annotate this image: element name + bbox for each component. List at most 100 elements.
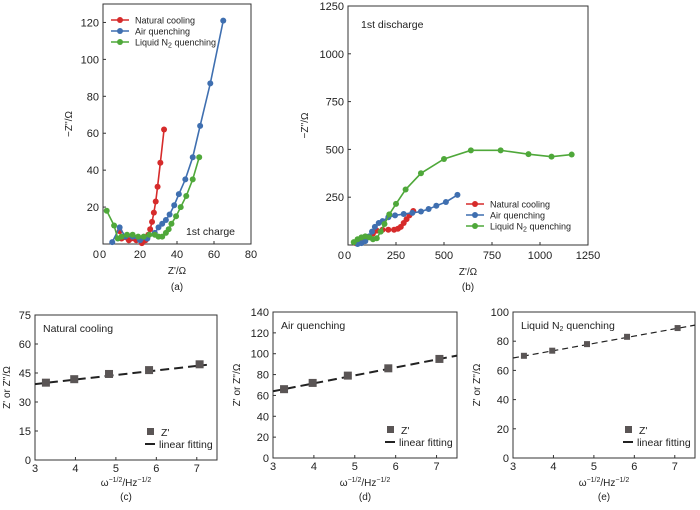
y-tick-label: 1250 — [320, 1, 344, 13]
legend-label: Air quenching — [135, 27, 190, 37]
data-point — [525, 151, 532, 158]
data-point — [196, 154, 203, 161]
data-point — [175, 191, 182, 198]
panel-title: Liquid N2 quenching — [521, 320, 615, 333]
data-point — [177, 204, 184, 211]
y-tick-label: 100 — [81, 54, 99, 66]
fit-line — [34, 363, 208, 386]
data-point — [381, 220, 388, 227]
y-tick-label: 60 — [19, 339, 31, 351]
data-point — [109, 239, 116, 246]
data-point — [189, 176, 196, 183]
panel-title: Natural cooling — [43, 323, 113, 335]
x-axis-title: ω−1/2/Hz−1/2 — [340, 477, 391, 489]
data-point — [373, 235, 380, 242]
data-point — [377, 228, 384, 235]
data-point — [386, 211, 393, 218]
data-point — [197, 122, 204, 129]
data-point — [183, 193, 190, 199]
data-point — [41, 378, 50, 387]
legend: Z'linear fitting — [385, 425, 453, 449]
data-point — [207, 80, 214, 87]
data-point — [402, 186, 409, 193]
x-tick-label: 7 — [672, 461, 678, 473]
x-tick-label: 3 — [510, 461, 516, 473]
legend-marker — [117, 39, 123, 45]
legend-label: linear fitting — [637, 437, 691, 449]
x-tick-label: 0 — [345, 250, 351, 262]
legend-label: Natural cooling — [490, 200, 550, 210]
legend-label: linear fitting — [399, 437, 453, 449]
legend-marker — [472, 201, 478, 207]
data-point — [393, 200, 399, 207]
y-tick-label: 30 — [19, 397, 31, 409]
y-tick-label: 80 — [497, 336, 509, 348]
y-tick-label: 60 — [257, 390, 269, 402]
y-tick-label: 100 — [251, 349, 269, 361]
data-point — [173, 213, 180, 220]
x-tick-label: 0 — [100, 249, 106, 261]
data-point — [548, 153, 555, 160]
y-axis-title: −Z''/Ω — [64, 110, 75, 137]
y-tick-label: 0 — [503, 453, 509, 465]
data-point — [70, 375, 79, 384]
fit-line — [512, 324, 696, 359]
x-axis-title: Z'/Ω — [168, 266, 187, 277]
y-tick-label: 0 — [25, 455, 31, 467]
x-tick-label: 60 — [208, 249, 220, 261]
legend-item: Natural cooling — [111, 16, 195, 26]
y-axis-title: Z' or Z''/Ω — [472, 363, 483, 406]
data-point — [159, 220, 166, 227]
legend-marker — [472, 212, 478, 218]
y-tick-label: 100 — [491, 307, 509, 319]
data-point — [145, 366, 154, 375]
data-point — [140, 233, 147, 240]
data-point — [433, 202, 440, 209]
data-point — [171, 202, 178, 209]
y-tick-label: 500 — [326, 144, 344, 156]
x-tick-label: 5 — [352, 461, 358, 473]
y-tick-label: 60 — [497, 365, 509, 377]
data-point — [166, 211, 173, 218]
data-point — [154, 183, 161, 190]
x-tick-label: 7 — [433, 461, 439, 473]
data-point — [280, 385, 289, 394]
y-tick-label: 20 — [497, 424, 509, 436]
data-point — [195, 360, 204, 369]
x-tick-label: 3 — [32, 463, 38, 475]
chart-panel-a: 0 20 40 60 80 20 40 60 80 100 120 0 Z'/Ω −Z''/Ω (a) 1st… — [64, 3, 257, 293]
panel-label: (c) — [120, 492, 132, 503]
legend: Z'linear fitting — [145, 427, 213, 451]
y-tick-label: 40 — [87, 165, 99, 177]
data-point — [111, 222, 118, 229]
data-point — [147, 226, 154, 233]
panel-label: (e) — [598, 492, 610, 503]
y-tick-label: 120 — [251, 328, 269, 340]
data-point — [371, 223, 378, 230]
y-tick-label: 40 — [257, 411, 269, 423]
legend-item: Natural cooling — [466, 200, 550, 210]
data-point — [105, 369, 114, 378]
data-point — [152, 198, 159, 205]
data-point — [425, 206, 432, 213]
data-point — [435, 354, 444, 363]
data-point — [454, 191, 461, 198]
panel-label: (d) — [359, 492, 371, 503]
y-tick-label: 250 — [326, 192, 344, 204]
data-point — [118, 233, 125, 240]
x-axis-title: ω−1/2/Hz−1/2 — [101, 477, 152, 489]
plot-frame — [512, 311, 696, 459]
data-point — [624, 333, 631, 340]
x-tick-label: 5 — [591, 461, 597, 473]
chart-panel-b: 0 250 500 750 1000 1250 250 500 750 1000 1250 0 Z'/Ω… — [300, 1, 600, 293]
y-axis-title: Z' or Z''/Ω — [232, 363, 243, 406]
plot-frame — [272, 311, 458, 459]
data-point — [400, 211, 407, 218]
data-point — [103, 207, 110, 214]
legend-label: Air quenching — [490, 211, 545, 221]
panel-label: (a) — [171, 282, 183, 293]
legend-label: Natural cooling — [135, 16, 195, 26]
